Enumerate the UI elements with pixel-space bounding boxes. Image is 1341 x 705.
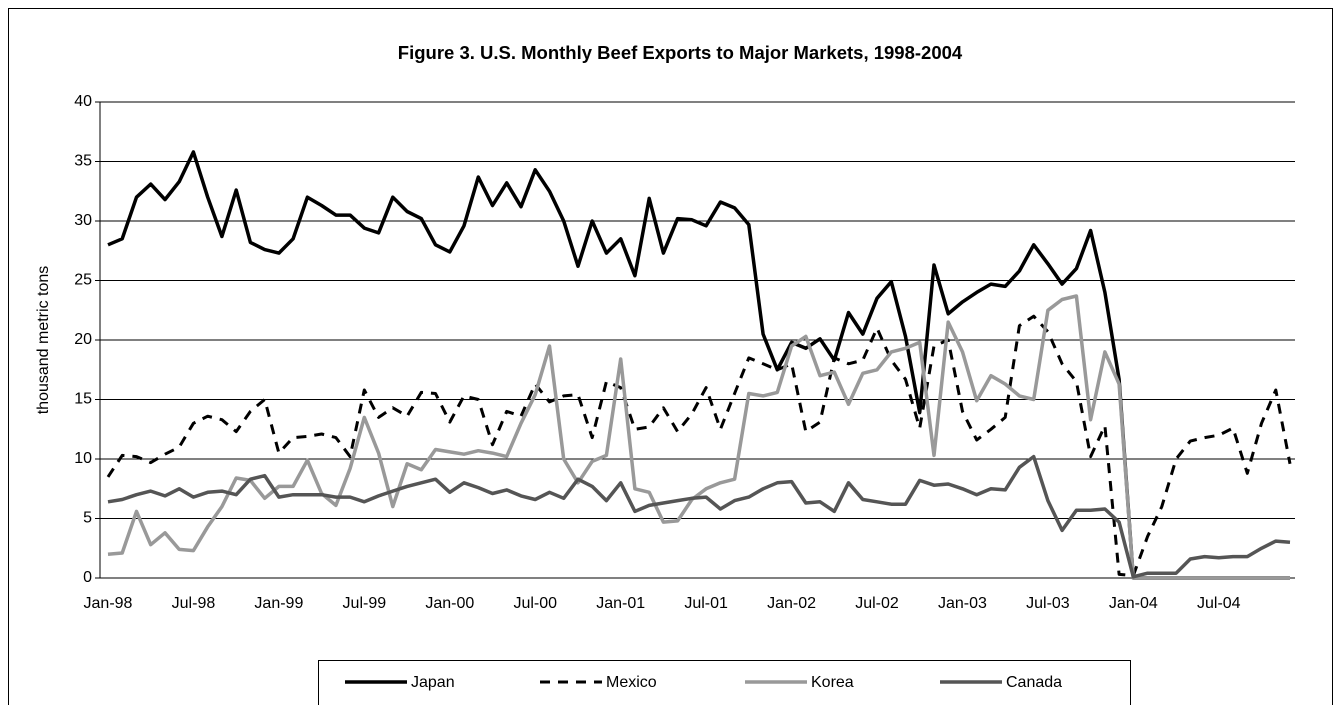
- y-tick-label: 35: [74, 153, 92, 170]
- x-tick-label: Jan-01: [596, 595, 645, 612]
- legend-label: Korea: [811, 674, 854, 691]
- y-tick-label: 25: [74, 272, 92, 289]
- x-tick-label: Jan-00: [425, 595, 474, 612]
- y-tick-label: 5: [83, 510, 92, 527]
- y-tick-label: 15: [74, 391, 92, 408]
- y-tick-label: 40: [74, 93, 92, 110]
- chart-title: Figure 3. U.S. Monthly Beef Exports to M…: [398, 42, 963, 63]
- y-tick-label: 30: [74, 212, 92, 229]
- x-tick-label: Jul-04: [1197, 595, 1241, 612]
- x-tick-label: Jan-04: [1109, 595, 1158, 612]
- legend-label: Mexico: [606, 674, 657, 691]
- series-line: [107, 454, 1291, 579]
- x-tick-label: Jul-01: [684, 595, 728, 612]
- series-line: [106, 314, 1292, 578]
- x-tick-label: Jan-03: [938, 595, 987, 612]
- x-tick-label: Jul-02: [855, 595, 899, 612]
- y-tick-label: 10: [74, 450, 92, 467]
- y-tick-label: 0: [83, 569, 92, 586]
- series-line: [107, 150, 1290, 580]
- chart-frame: [8, 8, 1333, 705]
- x-tick-label: Jul-99: [343, 595, 387, 612]
- y-axis-label: thousand metric tons: [35, 266, 52, 415]
- x-tick-label: Jul-98: [172, 595, 216, 612]
- x-tick-label: Jul-03: [1026, 595, 1070, 612]
- x-tick-label: Jan-02: [767, 595, 816, 612]
- x-tick-label: Jul-00: [513, 595, 557, 612]
- x-tick-label: Jan-98: [84, 595, 133, 612]
- legend-label: Canada: [1006, 674, 1062, 691]
- x-tick-label: Jan-99: [254, 595, 303, 612]
- y-tick-label: 20: [74, 331, 92, 348]
- legend-label: Japan: [411, 674, 455, 691]
- series-line: [107, 294, 1290, 580]
